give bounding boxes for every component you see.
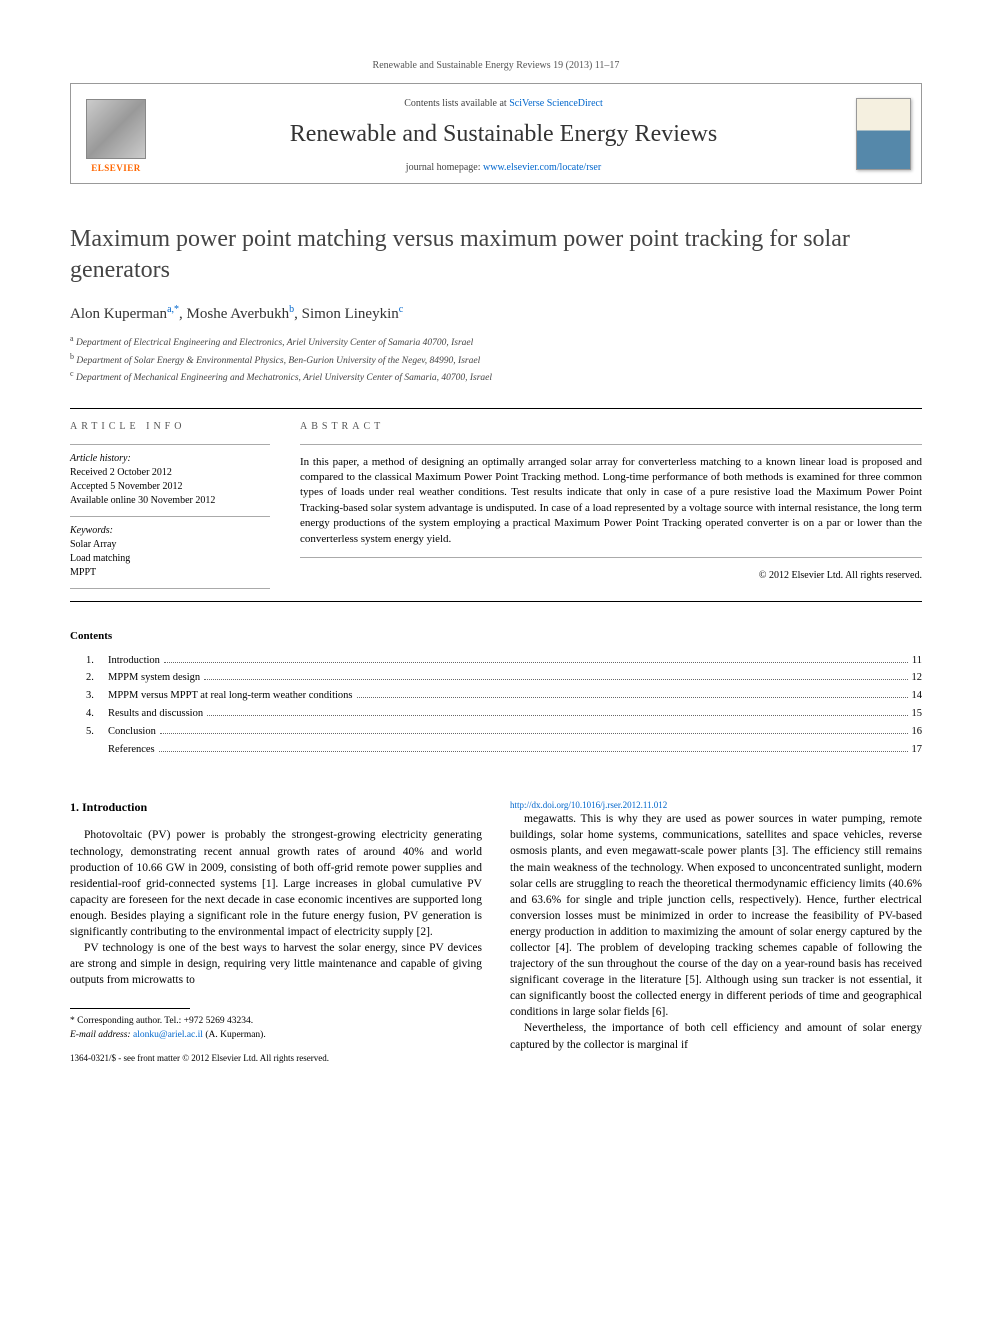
contents-prefix: Contents lists available at — [404, 98, 509, 109]
toc-num-3: 4. — [86, 705, 108, 723]
email-paren: (A. Kuperman). — [205, 1030, 265, 1040]
keywords-label: Keywords: — [70, 525, 270, 536]
keyword-1: Load matching — [70, 552, 270, 566]
email-line: E-mail address: alonku@ariel.ac.il (A. K… — [70, 1029, 482, 1042]
toc-dots — [207, 715, 907, 716]
toc-num-2: 3. — [86, 687, 108, 705]
toc-dots — [204, 679, 907, 680]
sciencedirect-link[interactable]: SciVerse ScienceDirect — [509, 98, 603, 109]
keywords-block: Keywords: Solar Array Load matching MPPT — [70, 525, 270, 589]
history-label: Article history: — [70, 444, 270, 464]
author-2-sup: c — [399, 304, 403, 315]
toc-num-4: 5. — [86, 723, 108, 741]
toc-row-5[interactable]: References 17 — [86, 741, 922, 759]
affiliation-1: b Department of Solar Energy & Environme… — [70, 351, 922, 368]
corresponding-author: * Corresponding author. Tel.: +972 5269 … — [70, 1015, 482, 1042]
toc-dots — [164, 662, 908, 663]
toc-page-4: 16 — [912, 723, 923, 741]
toc-title-2: MPPM versus MPPT at real long-term weath… — [108, 687, 353, 705]
article-info-col: ARTICLE INFO Article history: Received 2… — [70, 409, 270, 601]
aff-0-text: Department of Electrical Engineering and… — [76, 339, 473, 349]
affiliation-2: c Department of Mechanical Engineering a… — [70, 368, 922, 385]
journal-cover-wrap — [846, 84, 921, 183]
header-citation: Renewable and Sustainable Energy Reviews… — [70, 60, 922, 71]
abstract-col: ABSTRACT In this paper, a method of desi… — [300, 409, 922, 601]
authors-line: Alon Kupermana,*, Moshe Averbukhb, Simon… — [70, 304, 922, 323]
toc-row-4[interactable]: 5. Conclusion 16 — [86, 723, 922, 741]
author-2: Simon Lineykin — [302, 306, 399, 322]
toc-row-1[interactable]: 2. MPPM system design 12 — [86, 669, 922, 687]
homepage-link[interactable]: www.elsevier.com/locate/rser — [483, 162, 601, 173]
toc-dots — [159, 751, 908, 752]
publisher-label: ELSEVIER — [91, 163, 141, 173]
doi-link[interactable]: http://dx.doi.org/10.1016/j.rser.2012.11… — [510, 799, 922, 812]
toc-num-1: 2. — [86, 669, 108, 687]
email-label: E-mail address: — [70, 1030, 131, 1040]
history-block: Article history: Received 2 October 2012… — [70, 444, 270, 517]
corr-line: * Corresponding author. Tel.: +972 5269 … — [70, 1015, 482, 1028]
aff-2-sup: c — [70, 369, 74, 378]
author-0-star: * — [174, 304, 179, 315]
info-abstract-row: ARTICLE INFO Article history: Received 2… — [70, 408, 922, 602]
toc-page-2: 14 — [912, 687, 923, 705]
toc-title-3: Results and discussion — [108, 705, 203, 723]
homepage-prefix: journal homepage: — [406, 162, 483, 173]
email-address[interactable]: alonku@ariel.ac.il — [133, 1030, 203, 1040]
author-0-sup: a, — [167, 304, 174, 315]
journal-homepage: journal homepage: www.elsevier.com/locat… — [171, 162, 836, 173]
history-2: Available online 30 November 2012 — [70, 494, 270, 508]
toc-page-5: 17 — [912, 741, 923, 759]
journal-cover-icon — [856, 98, 911, 170]
toc-page-3: 15 — [912, 705, 923, 723]
aff-1-sup: b — [70, 352, 74, 361]
history-1: Accepted 5 November 2012 — [70, 480, 270, 494]
aff-0-sup: a — [70, 334, 74, 343]
affiliations: a Department of Electrical Engineering a… — [70, 333, 922, 385]
toc-page-1: 12 — [912, 669, 923, 687]
author-1: Moshe Averbukh — [187, 306, 290, 322]
author-0: Alon Kuperman — [70, 306, 167, 322]
publisher-block: ELSEVIER — [71, 84, 161, 183]
para-3: megawatts. This is why they are used as … — [510, 811, 922, 1020]
toc-num-0: 1. — [86, 652, 108, 670]
toc-title-5: References — [108, 741, 155, 759]
affiliation-0: a Department of Electrical Engineering a… — [70, 333, 922, 350]
toc-title-0: Introduction — [108, 652, 160, 670]
contents-heading: Contents — [70, 630, 922, 642]
abstract-text: In this paper, a method of designing an … — [300, 444, 922, 558]
toc-dots — [160, 733, 908, 734]
journal-header: ELSEVIER Contents lists available at Sci… — [70, 83, 922, 184]
journal-title: Renewable and Sustainable Energy Reviews — [171, 121, 836, 148]
toc-dots — [357, 697, 908, 698]
toc-title-1: MPPM system design — [108, 669, 200, 687]
header-center: Contents lists available at SciVerse Sci… — [161, 84, 846, 183]
toc-row-0[interactable]: 1. Introduction 11 — [86, 652, 922, 670]
abstract-copyright: © 2012 Elsevier Ltd. All rights reserved… — [300, 566, 922, 581]
footnote-separator — [70, 1008, 190, 1009]
body-columns: 1. Introduction Photovoltaic (PV) power … — [70, 799, 922, 1065]
toc: 1. Introduction 11 2. MPPM system design… — [70, 652, 922, 759]
history-0: Received 2 October 2012 — [70, 466, 270, 480]
contents-available-line: Contents lists available at SciVerse Sci… — [171, 98, 836, 109]
keyword-2: MPPT — [70, 566, 270, 580]
keyword-0: Solar Array — [70, 538, 270, 552]
article-info-label: ARTICLE INFO — [70, 421, 270, 432]
aff-2-text: Department of Mechanical Engineering and… — [76, 373, 492, 383]
aff-1-text: Department of Solar Energy & Environment… — [76, 356, 480, 366]
elsevier-tree-icon — [86, 99, 146, 159]
author-1-sup: b — [289, 304, 294, 315]
para-1: Photovoltaic (PV) power is probably the … — [70, 827, 482, 940]
para-4: Nevertheless, the importance of both cel… — [510, 1020, 922, 1052]
toc-page-0: 11 — [912, 652, 922, 670]
toc-row-3[interactable]: 4. Results and discussion 15 — [86, 705, 922, 723]
intro-heading: 1. Introduction — [70, 799, 482, 816]
article-title: Maximum power point matching versus maxi… — [70, 224, 922, 286]
toc-title-4: Conclusion — [108, 723, 156, 741]
toc-row-2[interactable]: 3. MPPM versus MPPT at real long-term we… — [86, 687, 922, 705]
para-2: PV technology is one of the best ways to… — [70, 940, 482, 988]
front-matter-line: 1364-0321/$ - see front matter © 2012 El… — [70, 1052, 482, 1065]
abstract-label: ABSTRACT — [300, 421, 922, 432]
